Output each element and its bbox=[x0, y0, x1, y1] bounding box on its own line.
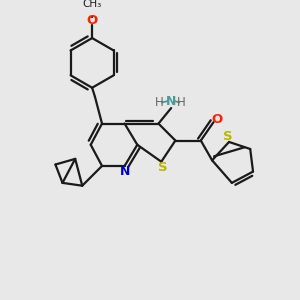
Text: S: S bbox=[223, 130, 232, 143]
Text: H: H bbox=[155, 97, 164, 110]
Text: O: O bbox=[86, 14, 98, 27]
Text: N: N bbox=[119, 164, 130, 178]
Text: N: N bbox=[166, 94, 176, 107]
Text: CH₃: CH₃ bbox=[82, 0, 102, 9]
Text: H: H bbox=[177, 97, 185, 110]
Text: S: S bbox=[158, 161, 167, 174]
Text: O: O bbox=[211, 113, 223, 126]
